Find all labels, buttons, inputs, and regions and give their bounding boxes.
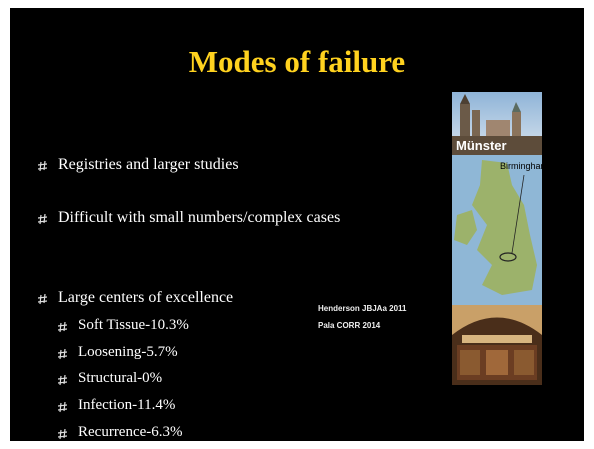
bullet: Large centers of excellence (58, 289, 233, 307)
bullet-glyph (58, 349, 67, 360)
bullet-glyph (38, 294, 47, 305)
bullet-glyph (58, 429, 67, 440)
bullet: Difficult with small numbers/complex cas… (58, 209, 340, 227)
library-photo (452, 305, 542, 385)
bullet-glyph (38, 161, 47, 172)
city-photo: Münster (452, 92, 542, 155)
map: Birmingham (452, 155, 542, 305)
slide-title: Modes of failure (10, 44, 584, 80)
sub-bullet: Infection-11.4% (78, 397, 175, 414)
sub-bullet: Loosening-5.7% (78, 344, 178, 361)
page: Modes of failure Registries and larger s… (0, 0, 594, 449)
bullet-glyph (58, 375, 67, 386)
reference: Pala CORR 2014 (318, 321, 380, 330)
image-label: Birmingham (500, 161, 542, 171)
bullet: Registries and larger studies (58, 156, 239, 174)
sub-bullet: Structural-0% (78, 370, 162, 387)
image-label: Münster (456, 138, 507, 153)
sub-bullet: Soft Tissue-10.3% (78, 317, 189, 334)
bullet-glyph (58, 402, 67, 413)
reference: Henderson JBJAa 2011 (318, 304, 407, 313)
bullet-glyph (38, 214, 47, 225)
sub-bullet: Recurrence-6.3% (78, 424, 183, 441)
bullet-glyph (58, 322, 67, 333)
slide: Modes of failure Registries and larger s… (10, 8, 584, 441)
